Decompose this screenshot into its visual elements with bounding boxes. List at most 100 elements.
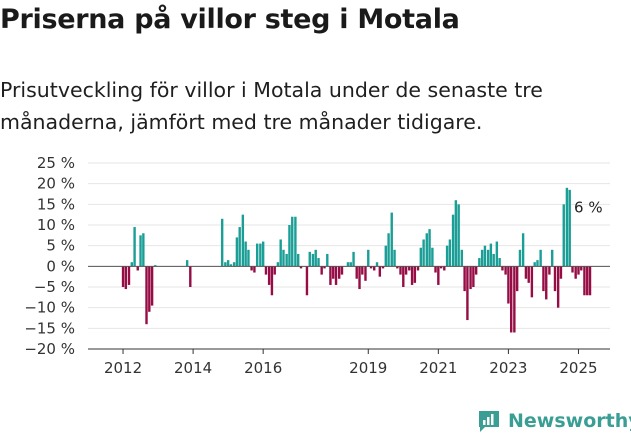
bar bbox=[224, 262, 227, 267]
bar bbox=[524, 266, 528, 279]
bar bbox=[352, 251, 355, 267]
brand-name: Newsworthy bbox=[508, 410, 631, 432]
bar bbox=[425, 233, 428, 267]
bar bbox=[267, 266, 271, 285]
bar bbox=[439, 266, 443, 269]
bar bbox=[273, 266, 276, 275]
bar bbox=[527, 266, 530, 283]
x-tick-label: 2012 bbox=[104, 359, 142, 377]
bar bbox=[413, 266, 417, 283]
x-tick-label: 2021 bbox=[419, 359, 457, 377]
bar bbox=[384, 245, 387, 267]
bar bbox=[381, 266, 385, 269]
bar bbox=[472, 266, 475, 287]
bar bbox=[437, 266, 440, 285]
bar bbox=[402, 266, 405, 287]
bar bbox=[337, 266, 341, 279]
bar bbox=[256, 243, 259, 267]
bar bbox=[568, 189, 571, 267]
bar bbox=[279, 239, 282, 267]
bar bbox=[410, 266, 414, 285]
bar bbox=[314, 249, 317, 267]
bar bbox=[559, 266, 563, 279]
y-tick-label: 15 % bbox=[37, 195, 75, 213]
bar bbox=[428, 229, 431, 267]
bar bbox=[145, 266, 148, 325]
bar bbox=[247, 249, 250, 267]
bar bbox=[142, 233, 145, 267]
bar bbox=[288, 225, 291, 267]
bar bbox=[416, 266, 420, 271]
bar bbox=[492, 253, 495, 267]
bar bbox=[124, 266, 128, 290]
bar bbox=[556, 266, 560, 308]
bar bbox=[390, 212, 393, 267]
bar bbox=[518, 249, 522, 267]
bar bbox=[448, 239, 452, 267]
bar-chart: 25 % 20 % 15 % 10 % 5 % 0 % −5 % −10 % −15 % −20 … bbox=[24, 154, 610, 377]
bar bbox=[136, 266, 139, 271]
page-title: Priserna på villor steg i Motala bbox=[0, 4, 460, 35]
bar bbox=[515, 266, 519, 292]
bar bbox=[261, 241, 265, 267]
bar bbox=[299, 266, 303, 269]
bar bbox=[320, 266, 323, 275]
bar bbox=[469, 266, 472, 290]
bar bbox=[571, 266, 574, 273]
bar bbox=[507, 266, 510, 304]
bar bbox=[463, 266, 466, 292]
bar bbox=[185, 260, 189, 267]
bar bbox=[285, 253, 288, 267]
bar bbox=[536, 260, 539, 267]
bar bbox=[451, 214, 455, 267]
y-tick-label: −5 % bbox=[34, 278, 75, 296]
y-tick-label: 5 % bbox=[46, 237, 75, 255]
bar bbox=[542, 266, 545, 292]
x-axis-ticks: 2012 2014 2016 2019 2021 2023 2025 bbox=[104, 349, 598, 377]
bar bbox=[443, 266, 446, 271]
bar bbox=[264, 266, 268, 275]
y-axis-ticks: 25 % 20 % 15 % 10 % 5 % 0 % −5 % −10 % −15 % −20 … bbox=[24, 154, 75, 358]
bar bbox=[340, 266, 344, 275]
bar bbox=[457, 204, 460, 267]
y-tick-label: −15 % bbox=[24, 319, 75, 337]
bar bbox=[431, 247, 434, 267]
bar bbox=[399, 266, 402, 275]
bar bbox=[486, 249, 490, 267]
bar bbox=[545, 266, 548, 300]
bar bbox=[349, 262, 352, 267]
y-tick-label: 0 % bbox=[46, 257, 75, 275]
bar bbox=[334, 266, 338, 285]
bar bbox=[238, 227, 241, 267]
bar bbox=[562, 204, 565, 267]
bar bbox=[387, 233, 390, 267]
bar bbox=[305, 266, 309, 296]
bar bbox=[434, 266, 437, 273]
x-tick-label: 2019 bbox=[349, 359, 387, 377]
bar bbox=[510, 266, 513, 333]
bar bbox=[189, 266, 192, 287]
bar bbox=[474, 266, 478, 275]
bar bbox=[291, 216, 294, 267]
bar bbox=[419, 247, 423, 267]
bar bbox=[226, 260, 230, 267]
bar bbox=[404, 266, 408, 275]
page-subtitle: Prisutveckling för villor i Motala under… bbox=[0, 78, 543, 134]
bar bbox=[521, 233, 525, 267]
bar bbox=[259, 243, 262, 267]
x-tick-label: 2025 bbox=[559, 359, 597, 377]
bar bbox=[150, 266, 154, 306]
bar bbox=[220, 218, 224, 267]
bar bbox=[588, 266, 592, 296]
bar bbox=[358, 266, 361, 290]
bar bbox=[139, 235, 142, 267]
y-tick-label: −10 % bbox=[24, 299, 75, 317]
bar bbox=[498, 258, 501, 267]
gridlines bbox=[88, 162, 610, 350]
bar bbox=[533, 262, 536, 267]
bar bbox=[311, 253, 315, 267]
newsworthy-logo-icon bbox=[479, 411, 499, 432]
bar bbox=[317, 258, 320, 267]
bar bbox=[454, 200, 458, 267]
bar bbox=[241, 214, 245, 267]
